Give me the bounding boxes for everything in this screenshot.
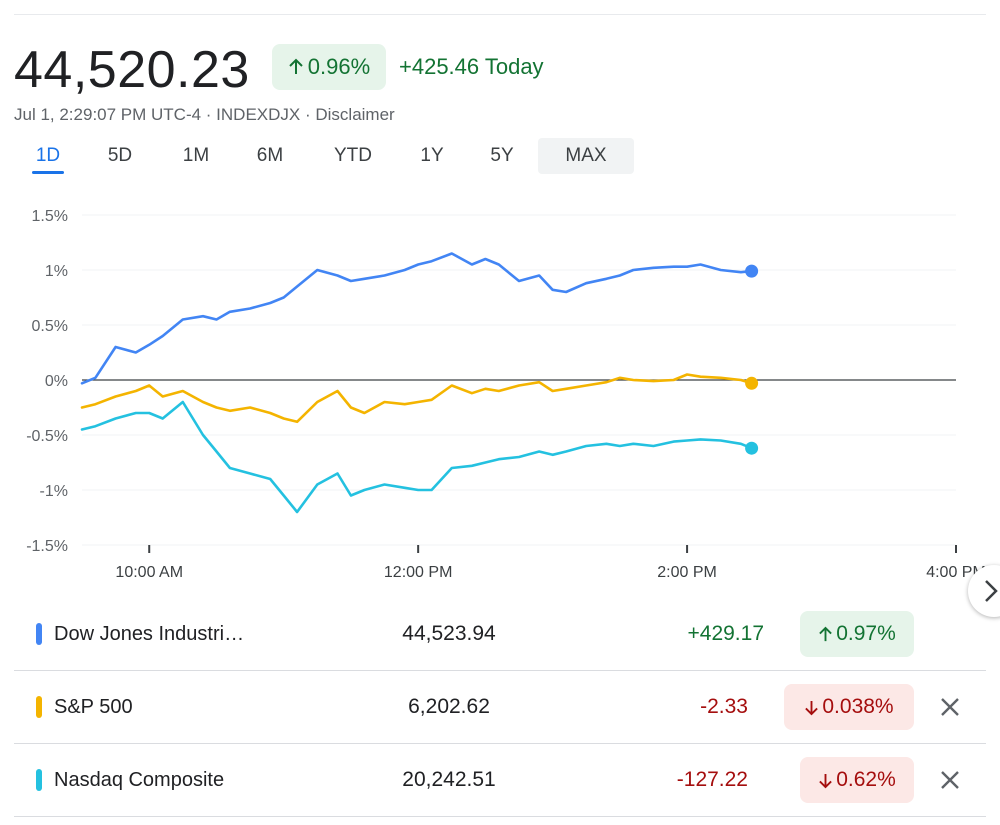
series-line-1	[80, 373, 753, 424]
change-percent-text: 0.96%	[307, 54, 371, 79]
index-value: 44,523.94	[402, 622, 496, 645]
tab-5d[interactable]: 5D	[107, 145, 133, 166]
arrow-down-icon	[819, 773, 833, 788]
y-tick-label: -1%	[40, 483, 68, 500]
top-divider	[14, 14, 986, 15]
index-percent-badge: 0.62%	[800, 757, 914, 803]
tab-5y[interactable]: 5Y	[490, 145, 514, 166]
index-value: 20,242.51	[402, 768, 496, 791]
index-value: 6,202.62	[408, 695, 490, 718]
series-color-swatch	[36, 769, 42, 791]
index-name: S&P 500	[54, 696, 133, 718]
chevron-right-icon	[985, 580, 998, 602]
index-percent-text: 0.62%	[836, 768, 896, 791]
x-tick-label: 10:00 AM	[115, 564, 183, 581]
index-percent-text: 0.97%	[836, 622, 896, 645]
table-row-nasdaq[interactable]: Nasdaq Composite 20,242.51 -127.22 0.62%	[14, 744, 986, 816]
series-end-point-2	[745, 441, 759, 455]
arrow-up-icon	[819, 626, 833, 641]
series-end-point-0	[745, 264, 759, 278]
x-tick-label: 2:00 PM	[657, 564, 717, 581]
index-change: +429.17	[687, 622, 765, 645]
close-icon	[941, 698, 959, 716]
index-percent-badge: 0.97%	[800, 611, 914, 657]
y-tick-label: -0.5%	[26, 428, 68, 445]
close-icon	[941, 771, 959, 789]
index-change: -127.22	[676, 768, 748, 791]
y-tick-label: 0%	[45, 373, 68, 390]
quote-subline: Jul 1, 2:29:07 PM UTC-4 · INDEXDJX · Dis…	[14, 105, 395, 124]
index-percent-badge: 0.038%	[784, 684, 914, 730]
tab-max[interactable]: MAX	[538, 138, 634, 174]
y-tick-label: 1%	[45, 263, 68, 280]
remove-index-button[interactable]	[934, 764, 966, 796]
table-row-dow[interactable]: Dow Jones Industri… 44,523.94 +429.17 0.…	[14, 598, 986, 670]
table-row-sp500[interactable]: S&P 500 6,202.62 -2.33 0.038%	[14, 671, 986, 743]
index-name: Dow Jones Industri…	[54, 623, 245, 645]
series-line-0	[80, 252, 753, 385]
tab-1y[interactable]: 1Y	[420, 145, 444, 166]
series-color-swatch	[36, 623, 42, 645]
y-tick-label: 0.5%	[32, 318, 68, 335]
tab-ytd[interactable]: YTD	[334, 145, 372, 166]
series-color-swatch	[36, 696, 42, 718]
index-change: -2.33	[700, 695, 748, 718]
series-end-point-1	[745, 376, 759, 390]
index-name: Nasdaq Composite	[54, 769, 225, 791]
arrow-up-icon	[289, 58, 303, 74]
row-divider	[14, 670, 986, 671]
x-tick-label: 12:00 PM	[384, 564, 452, 581]
y-tick-label: -1.5%	[26, 538, 68, 555]
tab-1m[interactable]: 1M	[182, 145, 210, 166]
arrow-down-icon	[805, 700, 819, 715]
index-price: 44,520.23	[14, 41, 250, 99]
row-divider	[14, 743, 986, 744]
remove-index-button[interactable]	[934, 691, 966, 723]
series-line-2	[80, 400, 753, 514]
tab-1d[interactable]: 1D	[30, 138, 66, 174]
y-tick-label: 1.5%	[32, 208, 68, 225]
row-divider	[14, 816, 986, 817]
index-percent-text: 0.038%	[822, 695, 894, 718]
change-percent-badge: 0.96%	[272, 44, 386, 90]
tab-6m[interactable]: 6M	[256, 145, 284, 166]
change-today: +425.46 Today	[399, 54, 544, 79]
comparison-line-chart: 1.5% 1% 0.5% 0% -0.5% -1% -1.5% 10:00 AM 12:00 P…	[26, 208, 986, 581]
